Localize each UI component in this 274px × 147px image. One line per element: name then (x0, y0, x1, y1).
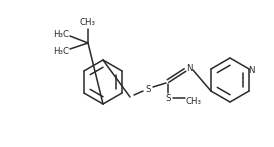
Text: CH₃: CH₃ (186, 96, 202, 106)
Text: H₃C: H₃C (53, 46, 69, 56)
Text: CH₃: CH₃ (80, 17, 96, 26)
Text: S: S (165, 93, 171, 102)
Text: S: S (145, 85, 151, 93)
Text: H₃C: H₃C (53, 30, 69, 39)
Text: N: N (186, 64, 192, 72)
Text: N: N (248, 66, 254, 75)
